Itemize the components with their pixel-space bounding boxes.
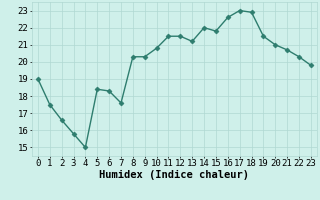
X-axis label: Humidex (Indice chaleur): Humidex (Indice chaleur) — [100, 170, 249, 180]
